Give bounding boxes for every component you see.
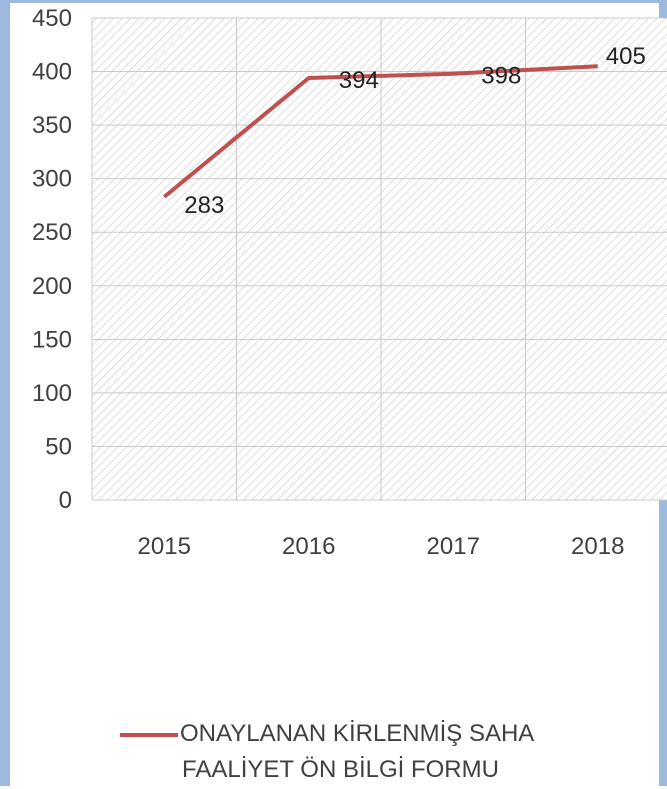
y-tick-label: 150	[32, 326, 72, 353]
plot-area	[92, 18, 667, 500]
y-tick-label: 100	[32, 380, 72, 407]
y-tick-label: 450	[32, 5, 72, 32]
x-tick-label: 2016	[282, 533, 335, 560]
legend-label-line1: ONAYLANAN KİRLENMİŞ SAHA	[180, 717, 534, 751]
y-tick-label: 250	[32, 219, 72, 246]
x-axis-ticks: 2015 2016 2017 2018	[138, 533, 625, 560]
y-tick-label: 0	[59, 487, 72, 514]
legend-swatch	[120, 733, 178, 737]
x-tick-label: 2015	[138, 533, 191, 560]
y-tick-label: 200	[32, 273, 72, 300]
data-label: 283	[184, 192, 224, 219]
y-tick-label: 400	[32, 59, 72, 86]
x-tick-label: 2018	[571, 533, 624, 560]
data-label: 405	[606, 43, 646, 70]
y-axis-ticks: 0 50 100 150 200 250 300 350 400 450	[32, 5, 72, 514]
y-tick-label: 50	[45, 433, 72, 460]
line-chart: 0 50 100 150 200 250 300 350 400 450 2015 2016 2017…	[10, 3, 667, 789]
data-label: 398	[481, 63, 521, 90]
y-tick-label: 350	[32, 112, 72, 139]
legend-label-line2: FAALİYET ÖN BİLGİ FORMU	[182, 753, 499, 787]
y-tick-label: 300	[32, 166, 72, 193]
x-tick-label: 2017	[427, 533, 480, 560]
data-label: 394	[339, 67, 379, 94]
